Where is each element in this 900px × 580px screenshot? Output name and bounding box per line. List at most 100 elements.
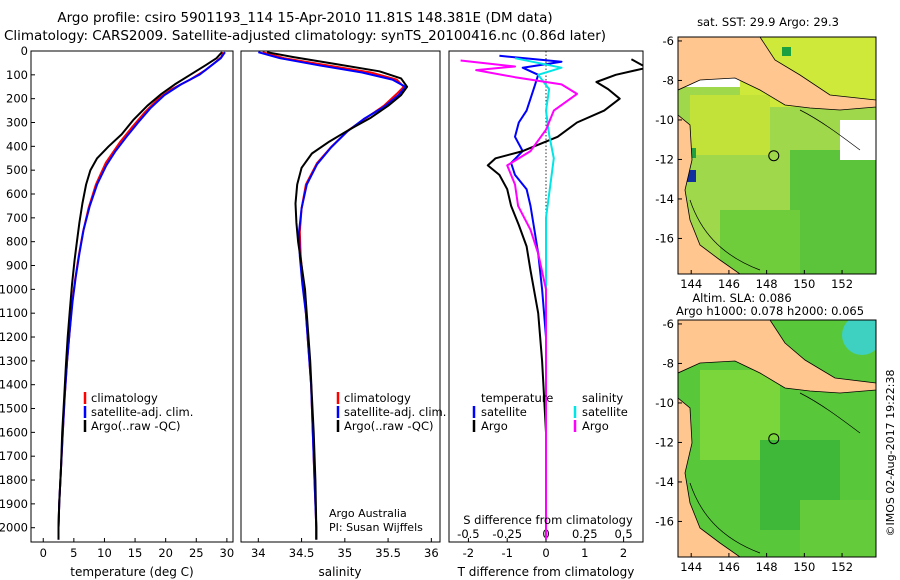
y-tick-label: 800 <box>6 235 28 249</box>
y-tick-label: 1500 <box>0 402 28 416</box>
legend-label-satellite: satellite-adj. clim. <box>344 405 446 419</box>
legend-label-s-satellite: satellite <box>582 405 628 419</box>
sst-southeast-cool-patch <box>790 150 876 274</box>
x-tick-label: 15 <box>128 546 143 560</box>
legend-label-argo: Argo(..raw -QC) <box>91 419 181 433</box>
lon-tick-label: 146 <box>718 277 740 291</box>
lon-tick-label: 144 <box>680 560 702 574</box>
y-tick-label: 1200 <box>0 330 28 344</box>
temperature-x-label: temperature (deg C) <box>70 565 193 579</box>
sst-map-field <box>678 37 876 274</box>
salinity-panel: 34 34.5 35 35.5 36 climatology satellite-adj… <box>240 50 446 579</box>
temperature-axes-frame <box>30 50 234 543</box>
bathymetry-contour <box>689 392 861 554</box>
temperature-panel: 0100200300400500600700800900100011001200… <box>0 44 234 579</box>
sla-map-panel: Altim. SLA: 0.086 Argo h1000: 0.078 h200… <box>655 291 877 574</box>
lon-tick-label: 152 <box>831 560 853 574</box>
lon-tick-label: 152 <box>831 277 853 291</box>
x-tick-label: 36 <box>424 546 439 560</box>
series-line-argo-raw-qc- <box>57 51 223 540</box>
y-tick-label: 700 <box>6 211 28 225</box>
difference-legend: temperature satellite Argo salinity sate… <box>472 391 628 433</box>
bathymetry-contour <box>689 109 861 271</box>
lon-tick-label: 148 <box>756 560 778 574</box>
x-tick-label: 1 <box>581 546 588 560</box>
x-tick-label: -2 <box>463 546 474 560</box>
lat-tick-label: -10 <box>655 113 674 127</box>
temperature-x-axis: 0 5 10 15 20 25 30 <box>40 538 235 560</box>
sst-west-warm-patch <box>690 95 770 155</box>
difference-panel: -2 -1 0 1 2-0.5 -0.25 0 0.25 0.5 temperature sat… <box>448 50 644 579</box>
difference-series <box>460 54 643 540</box>
x-tick-label: 35.5 <box>375 546 401 560</box>
y-tick-label: 600 <box>6 187 28 201</box>
sla-map-subtitle: Argo h1000: 0.078 h2000: 0.065 <box>676 304 864 318</box>
annotation-argo-australia: Argo Australia <box>329 507 407 520</box>
s-tick-label: -0.5 <box>457 527 479 541</box>
x-tick-label: 34 <box>251 546 266 560</box>
y-tick-label: 200 <box>6 92 28 106</box>
x-tick-label: 20 <box>158 546 173 560</box>
lat-tick-label: -6 <box>663 317 674 331</box>
y-tick-label: 0 <box>21 44 28 58</box>
series-line-temperature-argo <box>486 58 643 540</box>
sst-cloud-gap <box>840 120 876 160</box>
salinity-legend: climatology satellite-adj. clim. Argo(..… <box>336 391 446 433</box>
depth-axis: 0 100 200 300 400 500 600 700 800 900 1000 1100 1200… <box>0 44 35 535</box>
y-tick-label: 2000 <box>0 521 28 535</box>
temperature-difference-label: T difference from climatology <box>457 565 635 579</box>
new-guinea-land <box>678 37 876 111</box>
x-tick-label: 5 <box>70 546 77 560</box>
y-tick-label: 1700 <box>0 449 28 463</box>
lon-tick-label: 150 <box>793 560 815 574</box>
series-line-temperature-satellite <box>499 54 563 540</box>
salinity-difference-label: S difference from climatology <box>463 513 633 527</box>
sst-cold-pixel <box>687 170 696 182</box>
salinity-series <box>258 51 409 540</box>
sla-southeast-high <box>800 500 876 557</box>
new-guinea-land <box>678 320 876 394</box>
x-tick-label: 30 <box>220 546 235 560</box>
lon-tick-label: 146 <box>718 560 740 574</box>
s-tick-label: -0.25 <box>492 527 522 541</box>
legend-label-t-satellite: satellite <box>481 405 527 419</box>
legend-label-s-argo: Argo <box>582 419 609 433</box>
sst-south-patch <box>720 210 800 274</box>
lon-tick-label: 148 <box>756 277 778 291</box>
lon-tick-label: 144 <box>680 277 702 291</box>
series-line-salinity-satellite <box>514 57 563 540</box>
y-tick-label: 1900 <box>0 497 28 511</box>
y-tick-label: 1600 <box>0 425 28 439</box>
lat-tick-label: -14 <box>655 192 674 206</box>
series-line-argo-raw-qc- <box>266 51 409 540</box>
x-tick-label: 25 <box>189 546 204 560</box>
series-line-salinity-argo <box>460 59 578 540</box>
argo-float-marker <box>768 150 780 162</box>
y-tick-label: 1100 <box>0 306 28 320</box>
legend-label-argo: Argo(..raw -QC) <box>344 419 434 433</box>
sla-map-title: Altim. SLA: 0.086 <box>692 291 791 305</box>
sla-map-axes: 144 146 148 150 152 -6 -8 -10 -12 -14 -16 <box>655 317 853 574</box>
x-tick-label: -1 <box>501 546 512 560</box>
lat-tick-label: -16 <box>655 231 674 245</box>
sst-map-title: sat. SST: 29.9 Argo: 29.3 <box>697 15 839 29</box>
x-tick-label: 0 <box>542 546 549 560</box>
credit-timestamp: ©IMOS 02-Aug-2017 19:22:38 <box>884 370 897 537</box>
x-tick-label: 34.5 <box>289 546 315 560</box>
sla-map-frame <box>677 319 877 558</box>
salinity-axes-frame <box>240 50 441 543</box>
y-tick-label: 1300 <box>0 354 28 368</box>
sst-map-panel: sat. SST: 29.9 Argo: 29.3 144 146 148 150 15… <box>655 15 877 291</box>
x-tick-label: 35 <box>338 546 353 560</box>
salinity-x-axis: 34 34.5 35 35.5 36 <box>251 538 439 560</box>
y-tick-label: 300 <box>6 116 28 130</box>
y-tick-label: 400 <box>6 139 28 153</box>
salinity-x-label: salinity <box>318 565 361 579</box>
australia-land <box>678 114 741 274</box>
figure-title-line2: Climatology: CARS2009. Satellite-adjuste… <box>4 28 606 44</box>
sst-cool-pixel <box>782 47 791 56</box>
lat-tick-label: -12 <box>655 152 674 166</box>
lat-tick-label: -12 <box>655 435 674 449</box>
x-tick-label: 0 <box>40 546 47 560</box>
